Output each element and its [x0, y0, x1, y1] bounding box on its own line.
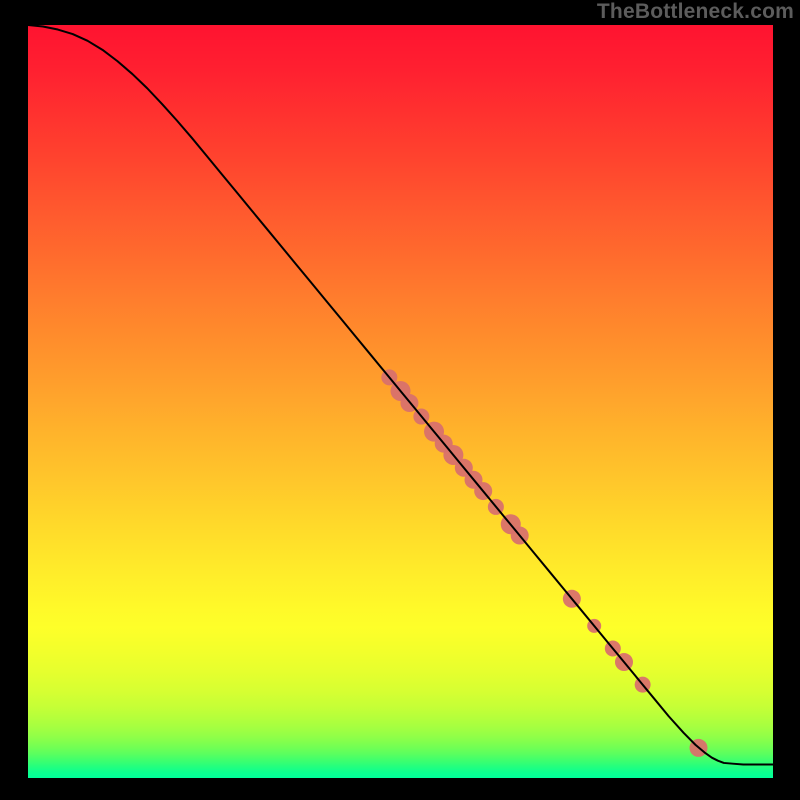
- plot-gradient-background: [28, 25, 773, 778]
- bottleneck-curve-chart: [0, 0, 800, 800]
- chart-stage: TheBottleneck.com: [0, 0, 800, 800]
- watermark-label: TheBottleneck.com: [597, 0, 794, 24]
